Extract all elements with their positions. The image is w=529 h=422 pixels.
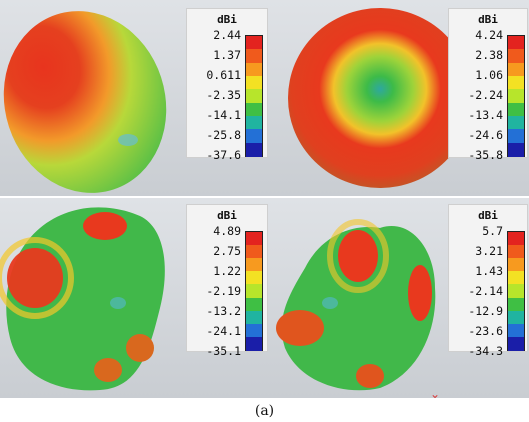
colorbar-segment <box>246 49 262 64</box>
tick-label: 5.7 <box>482 224 503 238</box>
tick-label: -37.6 <box>206 148 241 162</box>
tick-label: -2.35 <box>206 88 241 102</box>
colorbar-segment <box>508 245 524 259</box>
radiation-pattern-3d <box>3 11 167 193</box>
colorbar-segment <box>508 102 524 117</box>
colorbar-legend: dBi 4.24 2.38 1.06 -2.24 -13.4 -24.6 -35… <box>448 8 528 162</box>
radiation-pattern-3d <box>288 8 472 188</box>
tick-label: -2.14 <box>468 284 503 298</box>
figure-caption: (a) <box>254 403 275 419</box>
tick-label: -13.2 <box>206 304 241 318</box>
tick-label: -14.1 <box>206 108 241 122</box>
colorbar-segment <box>246 297 262 312</box>
colorbar-segment <box>246 102 262 117</box>
colorbar-segment <box>508 310 524 325</box>
colorbar-segment <box>508 62 524 77</box>
tick-label: 4.24 <box>475 28 503 42</box>
colorbar-segment <box>246 232 262 246</box>
colorbar-segment <box>508 336 524 351</box>
tick-label: 2.38 <box>475 48 503 62</box>
colorbar-segment <box>508 36 524 50</box>
colorbar-segment <box>246 115 262 130</box>
colorbar-segment <box>246 142 262 157</box>
tick-label: -12.9 <box>468 304 503 318</box>
tick-label: 4.89 <box>213 224 241 238</box>
colorbar-segment <box>508 115 524 130</box>
tick-label: -2.24 <box>468 88 503 102</box>
colorbar-legend: dBi 5.7 3.21 1.43 -2.14 -12.9 -23.6 -34.… <box>448 204 528 357</box>
tick-label: 3.21 <box>475 244 503 258</box>
colorbar <box>245 231 263 351</box>
colorbar-segment <box>246 258 262 272</box>
tick-label: 1.22 <box>213 264 241 278</box>
tick-label: -35.8 <box>468 148 503 162</box>
colorbar <box>245 35 263 157</box>
colorbar-segment <box>508 323 524 338</box>
tick-label: -23.6 <box>468 324 503 338</box>
panel-top-left: dBi 2.44 1.37 0.611 -2.35 -14.1 -25.8 -3… <box>0 0 270 196</box>
legend-unit: dBi <box>217 209 237 222</box>
tick-label: 1.06 <box>475 68 503 82</box>
colorbar-segment <box>508 232 524 246</box>
colorbar <box>507 35 525 157</box>
colorbar-segment <box>508 49 524 64</box>
tick-label: 1.37 <box>213 48 241 62</box>
colorbar-segment <box>246 62 262 77</box>
colorbar-segment <box>246 271 262 286</box>
colorbar-segment <box>246 89 262 104</box>
colorbar-segment <box>246 36 262 50</box>
colorbar-segment <box>508 75 524 90</box>
colorbar-segment <box>508 258 524 272</box>
colorbar-segment <box>508 89 524 104</box>
legend-unit: dBi <box>478 209 498 222</box>
tick-label: -25.8 <box>206 128 241 142</box>
tick-label: -35.1 <box>206 344 241 358</box>
tick-label: 2.44 <box>213 28 241 42</box>
colorbar-segment <box>508 142 524 157</box>
tick-label: -34.3 <box>468 344 503 358</box>
colorbar-segment <box>246 284 262 299</box>
tick-label: 1.43 <box>475 264 503 278</box>
colorbar-segment <box>246 336 262 351</box>
colorbar-segment <box>246 129 262 144</box>
tick-label: -13.4 <box>468 108 503 122</box>
colorbar-segment <box>508 271 524 286</box>
colorbar-segment <box>508 129 524 144</box>
svg-text:⌄: ⌄ <box>430 387 440 398</box>
radiation-pattern-3d <box>0 207 165 391</box>
colorbar-legend: dBi 4.89 2.75 1.22 -2.19 -13.2 -24.1 -35… <box>186 204 268 357</box>
tick-label: -24.1 <box>206 324 241 338</box>
colorbar-segment <box>508 297 524 312</box>
colorbar-segment <box>246 245 262 259</box>
legend-unit: dBi <box>217 13 237 26</box>
tick-label: -2.19 <box>206 284 241 298</box>
panel-bottom-right: ⌄ dBi 5.7 3.21 1.43 -2.14 -12.9 -23.6 -3… <box>270 198 529 398</box>
tick-label: 2.75 <box>213 244 241 258</box>
tick-label: -24.6 <box>468 128 503 142</box>
colorbar-segment <box>246 310 262 325</box>
panel-top-right: dBi 4.24 2.38 1.06 -2.24 -13.4 -24.6 -35… <box>270 0 529 196</box>
panel-bottom-left: dBi 4.89 2.75 1.22 -2.19 -13.2 -24.1 -35… <box>0 198 270 398</box>
colorbar-legend: dBi 2.44 1.37 0.611 -2.35 -14.1 -25.8 -3… <box>186 8 268 162</box>
legend-unit: dBi <box>478 13 498 26</box>
tick-label: 0.611 <box>206 68 241 82</box>
colorbar-segment <box>508 284 524 299</box>
colorbar-segment <box>246 323 262 338</box>
colorbar <box>507 231 525 351</box>
colorbar-segment <box>246 75 262 90</box>
radiation-pattern-3d: ⌄ <box>276 219 440 398</box>
